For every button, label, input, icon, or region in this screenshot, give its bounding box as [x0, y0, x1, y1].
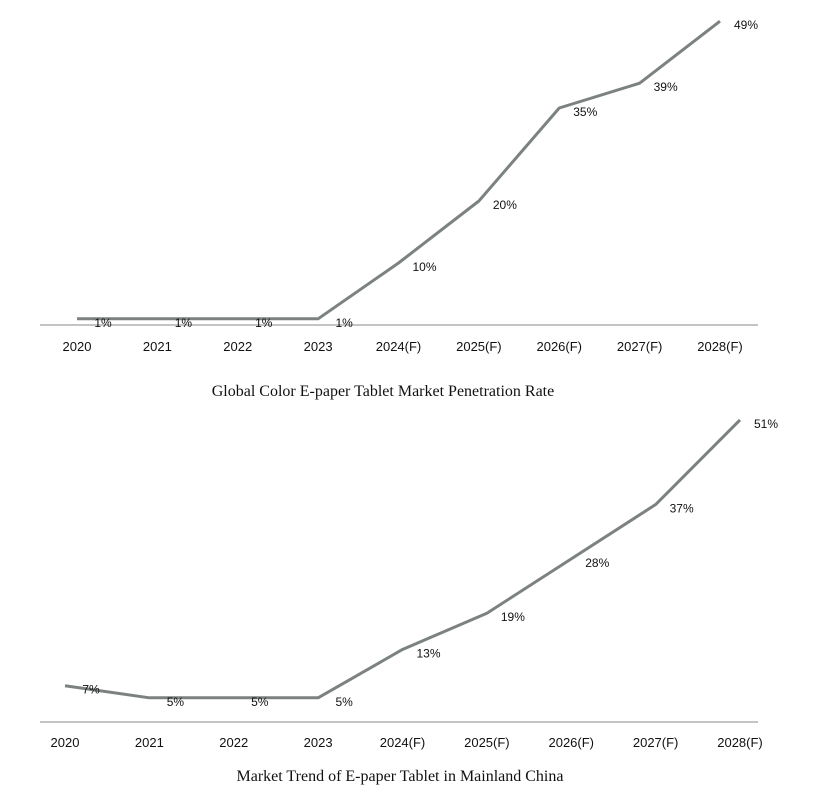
- data-label: 37%: [670, 502, 694, 516]
- x-tick-label: 2022: [219, 735, 248, 750]
- series-line: [64, 418, 742, 700]
- x-tick-label: 2023: [304, 339, 333, 354]
- data-label: 5%: [335, 695, 353, 709]
- data-label: 20%: [493, 198, 517, 212]
- data-label: 7%: [82, 683, 100, 697]
- data-label: 39%: [654, 80, 678, 94]
- x-tick-label: 2026(F): [548, 735, 594, 750]
- chart-title: Global Color E-paper Tablet Market Penet…: [212, 383, 554, 400]
- chart-title: Market Trend of E-paper Tablet in Mainla…: [237, 768, 564, 785]
- x-tick-label: 2024(F): [376, 339, 422, 354]
- data-label: 1%: [255, 316, 273, 330]
- x-tick-label: 2027(F): [633, 735, 679, 750]
- x-tick-label: 2020: [51, 735, 80, 750]
- data-label: 5%: [251, 695, 269, 709]
- series-line: [77, 20, 721, 321]
- data-label: 19%: [501, 610, 525, 624]
- x-tick-label: 2028(F): [717, 735, 763, 750]
- x-tick-label: 2028(F): [697, 339, 743, 354]
- x-tick-label: 2025(F): [464, 735, 510, 750]
- data-label: 1%: [175, 316, 193, 330]
- data-label: 5%: [167, 695, 185, 709]
- data-label: 51%: [754, 417, 778, 431]
- x-tick-label: 2024(F): [380, 735, 426, 750]
- x-tick-label: 2023: [304, 735, 333, 750]
- data-label: 49%: [734, 18, 758, 32]
- data-label: 1%: [335, 316, 353, 330]
- x-tick-label: 2021: [135, 735, 164, 750]
- data-label: 13%: [416, 646, 440, 660]
- x-tick-label: 2021: [143, 339, 172, 354]
- x-tick-label: 2026(F): [536, 339, 582, 354]
- data-label: 1%: [94, 316, 112, 330]
- data-label: 28%: [585, 556, 609, 570]
- x-tick-label: 2025(F): [456, 339, 502, 354]
- x-tick-label: 2027(F): [617, 339, 663, 354]
- x-tick-label: 2020: [63, 339, 92, 354]
- data-label: 10%: [412, 260, 436, 274]
- data-label: 35%: [573, 105, 597, 119]
- x-tick-label: 2022: [223, 339, 252, 354]
